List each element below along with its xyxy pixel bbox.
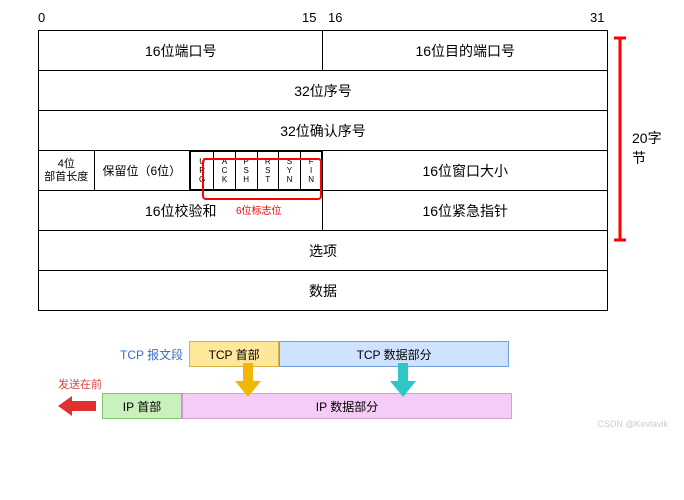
flags-group-cell: U R G A C K P S H R S T S Y N F I N <box>190 151 323 191</box>
flag-fin: F I N <box>300 152 322 190</box>
watermark: CSDN @Kevlavik <box>597 419 668 429</box>
bit-31: 31 <box>590 10 604 25</box>
bracket-label: 20字节 <box>632 128 674 168</box>
tcp-header-table: 16位端口号 16位目的端口号 32位序号 32位确认序号 4位 部首长度 保留… <box>38 30 608 311</box>
ack-cell: 32位确认序号 <box>39 111 608 151</box>
options-cell: 选项 <box>39 231 608 271</box>
urgent-cell: 16位紧急指针 <box>323 191 608 231</box>
window-cell: 16位窗口大小 <box>323 151 608 191</box>
hdr-len-cell: 4位 部首长度 <box>39 151 95 191</box>
arrow-down-tcp-header-icon <box>233 363 263 399</box>
send-first-label: 发送在前 <box>58 376 102 392</box>
bit-15: 15 <box>302 10 316 25</box>
encapsulation-diagram: TCP 报文段 TCP 首部 TCP 数据部分 发送在前 IP 首部 IP 数据… <box>58 341 674 431</box>
tcp-segment-row: TCP 报文段 TCP 首部 TCP 数据部分 <box>120 341 509 367</box>
arrow-down-tcp-data-icon <box>388 363 418 399</box>
flag-syn: S Y N <box>279 152 301 190</box>
reserved-cell: 保留位（6位） <box>94 151 190 191</box>
tcp-segment-label: TCP 报文段 <box>120 346 183 363</box>
bit-16: 16 <box>328 10 342 25</box>
src-port-cell: 16位端口号 <box>39 31 323 71</box>
flags-caption: 6位标志位 <box>236 202 282 217</box>
arrow-left-icon <box>58 394 98 418</box>
flag-urg: U R G <box>191 152 214 190</box>
ip-data-box: IP 数据部分 <box>182 393 512 419</box>
flag-rst: R S T <box>257 152 279 190</box>
flag-psh: P S H <box>235 152 257 190</box>
flags-table: U R G A C K P S H R S T S Y N F I N <box>190 151 322 190</box>
data-cell: 数据 <box>39 271 608 311</box>
seq-cell: 32位序号 <box>39 71 608 111</box>
flag-ack: A C K <box>214 152 236 190</box>
ip-datagram-row: IP 首部 IP 数据部分 <box>58 393 512 419</box>
dst-port-cell: 16位目的端口号 <box>323 31 608 71</box>
bracket-20bytes <box>610 36 634 242</box>
bit-0: 0 <box>38 10 45 25</box>
bit-scale: 0 15 16 31 <box>38 10 608 30</box>
ip-header-box: IP 首部 <box>102 393 182 419</box>
